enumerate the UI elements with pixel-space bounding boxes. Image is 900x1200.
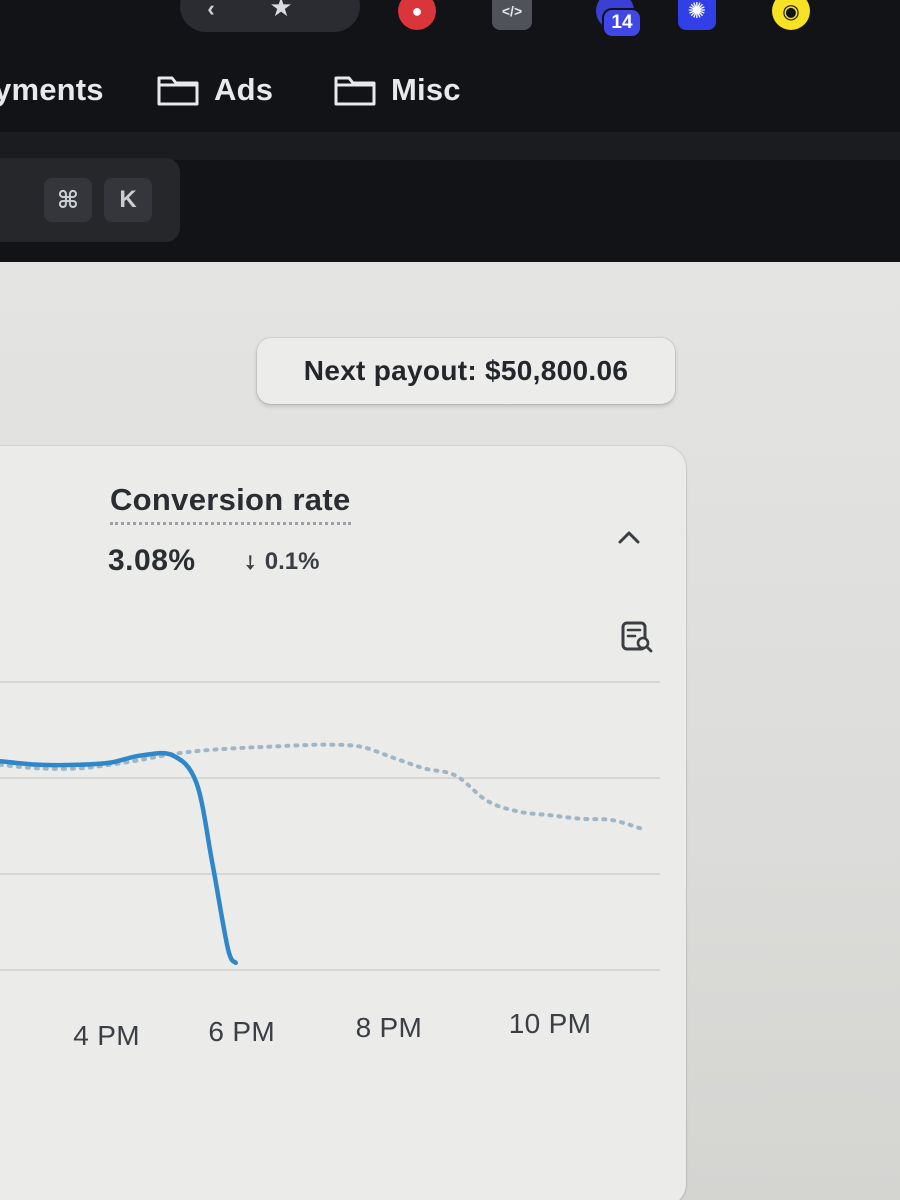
star-icon[interactable]: ★ [269, 0, 293, 22]
next-payout-button[interactable]: Next payout: $50,800.06 [257, 338, 675, 404]
folder-icon [334, 76, 376, 106]
bookmarks-bar: yments Ads Misc [0, 58, 900, 128]
x-tick-label: 6 PM [208, 1016, 275, 1047]
metric-title[interactable]: Conversion rate [110, 482, 351, 525]
chevron-up-icon [618, 531, 640, 544]
command-key-hint: ⌘ [44, 178, 92, 222]
conversion-rate-chart [0, 681, 660, 971]
k-key-hint: K [104, 178, 152, 222]
view-report-button[interactable] [616, 616, 658, 658]
snapchat-icon[interactable]: ◉ [772, 0, 810, 30]
toolbar-divider [0, 132, 900, 160]
notification-badge: 14 [602, 8, 642, 38]
conversion-rate-card [0, 446, 686, 1200]
x-tick-label: 4 PM [73, 1020, 140, 1051]
bookmark-misc[interactable]: Misc [333, 72, 461, 108]
code-icon[interactable]: </> [492, 0, 532, 30]
flower-icon[interactable]: ✺ [678, 0, 716, 30]
red-extension-icon[interactable]: ● [398, 0, 436, 30]
address-bar-end[interactable] [180, 0, 360, 32]
x-tick-label: 8 PM [355, 1012, 423, 1043]
metric-value: 3.08% [108, 544, 196, 577]
report-search-icon [621, 621, 653, 653]
bookmark-label: Ads [214, 72, 274, 107]
delta-value: 0.1% [264, 548, 320, 575]
metric-delta: ➘ 0.1% [236, 548, 320, 576]
bookmark-payments[interactable]: yments [0, 72, 104, 108]
collapse-button[interactable] [612, 520, 646, 554]
x-tick-label: 10 PM [508, 1008, 592, 1039]
bookmark-label: Misc [391, 72, 461, 107]
comparison-series-line [0, 742, 647, 832]
bookmark-ads[interactable]: Ads [156, 72, 273, 108]
extension-toolbar: ‹ ★ ● </> 14 ✺ ◉ [0, 0, 900, 48]
bookmark-label: yments [0, 72, 104, 107]
browser-chrome: ‹ ★ ● </> 14 ✺ ◉ yments Ads Misc ⌘ K [0, 0, 900, 262]
folder-icon [157, 76, 199, 106]
current-series-line [0, 750, 238, 966]
arrow-icon[interactable]: ‹ [207, 0, 215, 21]
